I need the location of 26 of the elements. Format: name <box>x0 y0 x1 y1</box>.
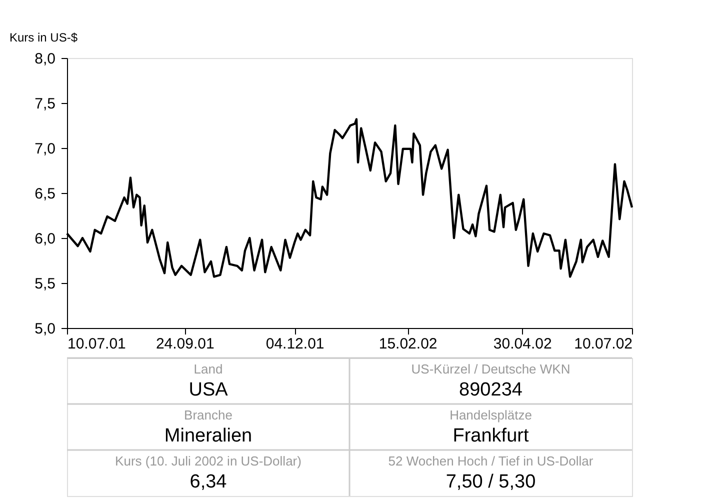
text: 7,50 / 5,30 <box>446 471 536 492</box>
y-tick-label: 8,0 <box>34 50 56 68</box>
text: 6,34 <box>190 471 228 492</box>
x-tick-label: 30.04.02 <box>493 336 552 352</box>
text: Branche <box>184 408 232 422</box>
y-tick-label: 6,5 <box>34 186 56 202</box>
text: 52 Wochen Hoch / Tief in US-Dollar <box>388 454 594 468</box>
y-axis-title: Kurs in US-$ <box>10 30 78 44</box>
x-tick-label: 10.07.02 <box>574 336 632 352</box>
text: Land <box>194 362 223 376</box>
y-tick-label: 7,5 <box>34 96 56 112</box>
x-tick-label: 15.02.02 <box>378 336 438 352</box>
y-tick-label: 6,0 <box>34 230 56 248</box>
text: Frankfurt <box>452 425 530 446</box>
y-tick-label: 5,5 <box>34 276 56 292</box>
text: US-Kürzel / Deutsche WKN <box>411 362 570 376</box>
y-tick-label: 7,0 <box>34 140 56 158</box>
text: USA <box>188 379 228 400</box>
text: Handelsplätze <box>450 408 532 422</box>
x-tick-label: 04.12.01 <box>266 336 324 352</box>
x-tick-label: 10.07.01 <box>68 336 126 352</box>
text: Kurs (10. Juli 2002 in US-Dollar) <box>115 454 302 468</box>
x-tick-label: 24.09.01 <box>156 336 214 352</box>
text: Mineralien <box>164 425 252 446</box>
y-tick-label: 5,0 <box>34 320 56 338</box>
text: 890234 <box>459 379 523 400</box>
